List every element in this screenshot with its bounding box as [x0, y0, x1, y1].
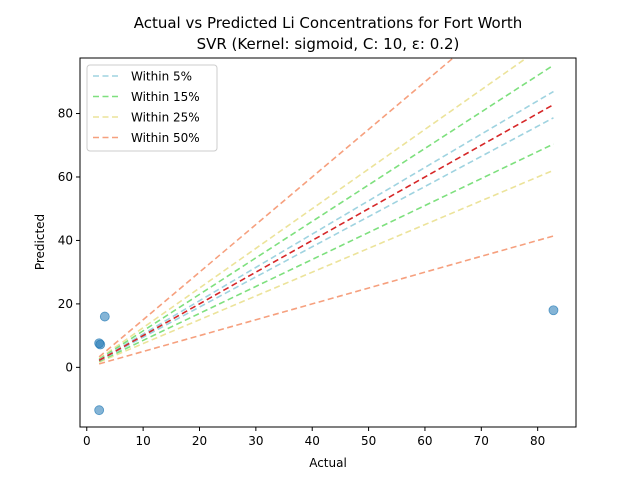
y-tick-label-1: 20	[58, 297, 73, 311]
scatter-point-2	[99, 311, 110, 322]
x-tick-label-0: 0	[83, 434, 91, 448]
x-axis-label: Actual	[309, 456, 347, 470]
plot-frame	[79, 57, 577, 428]
identity-line	[98, 103, 554, 362]
y-tick-label-4: 80	[58, 107, 73, 121]
band-line-1-upper	[98, 64, 554, 360]
x-tick-label-3: 30	[248, 434, 263, 448]
scatter-point-4	[548, 305, 559, 316]
x-tick-label-6: 60	[417, 434, 432, 448]
x-tick-label-2: 20	[192, 434, 207, 448]
identity-layer	[98, 103, 554, 362]
band-line-1-lower	[98, 143, 554, 363]
band-line-2-lower	[98, 169, 554, 363]
chart-subtitle: SVR (Kernel: sigmoid, C: 10, ε: 0.2)	[197, 35, 460, 53]
x-tick-label-1: 10	[135, 434, 150, 448]
chart-title: Actual vs Predicted Li Concentrations fo…	[134, 14, 523, 32]
x-tick-label-5: 50	[361, 434, 376, 448]
y-tick-label-0: 0	[65, 360, 73, 374]
legend-label-0: Within 5%	[131, 70, 192, 84]
scatter-points	[94, 305, 559, 416]
legend-label-1: Within 15%	[131, 90, 200, 104]
legend-box	[86, 64, 218, 152]
x-tick-label-8: 80	[530, 434, 545, 448]
band-line-3-lower	[98, 235, 554, 365]
band-line-0-upper	[98, 90, 554, 361]
x-axis-ticks: 0 10 20 30 40 50 60 70 80	[83, 427, 545, 448]
band-line-2-upper	[98, 58, 528, 360]
x-tick-label-7: 70	[474, 434, 489, 448]
plot-area	[79, 57, 577, 428]
y-axis-ticks: 0 20 40 60 80	[58, 107, 80, 374]
legend: Within 5% Within 15% Within 25% Within 50%	[86, 64, 218, 152]
tolerance-bands	[98, 58, 554, 365]
y-axis-label: Predicted	[33, 214, 47, 270]
band-line-0-lower	[98, 117, 554, 362]
legend-label-2: Within 25%	[131, 111, 200, 125]
legend-label-3: Within 50%	[131, 131, 200, 145]
y-tick-label-2: 40	[58, 233, 73, 247]
scatter-point-3	[94, 405, 105, 416]
x-tick-label-4: 40	[305, 434, 320, 448]
band-line-3-upper	[98, 58, 455, 358]
y-tick-label-3: 60	[58, 170, 73, 184]
scatter-point-1	[95, 339, 106, 350]
